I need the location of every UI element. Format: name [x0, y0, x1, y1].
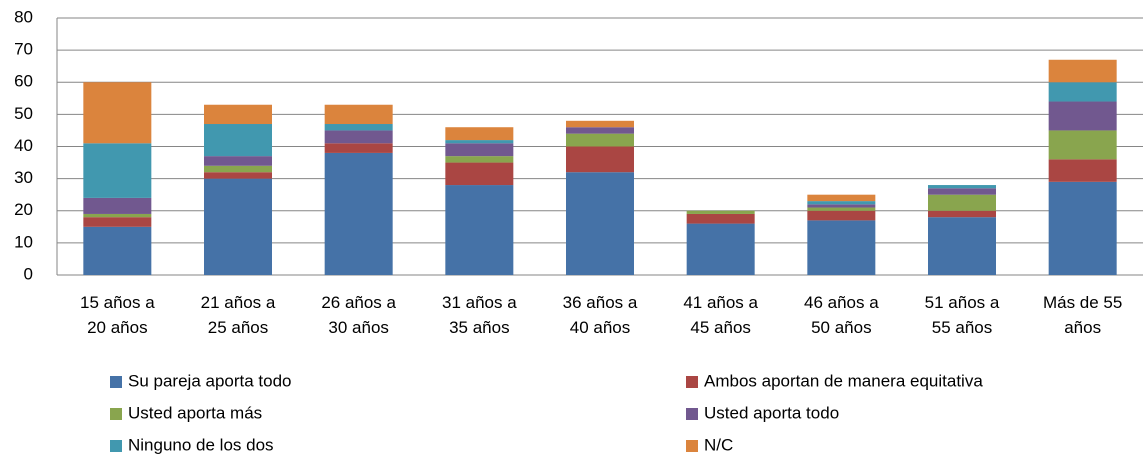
bar-segment	[928, 194, 996, 211]
legend-label: Usted aporta más	[128, 403, 262, 422]
legend-swatch	[110, 440, 122, 452]
y-tick-label: 50	[14, 104, 33, 123]
bar-segment	[445, 140, 514, 144]
bar-segment	[928, 188, 996, 195]
bar-segment	[324, 124, 393, 131]
bar-segment	[928, 210, 996, 218]
x-tick-label: Más de 55 años	[1042, 293, 1123, 337]
y-tick-label: 10	[14, 232, 33, 251]
bar-segment	[83, 143, 152, 198]
bar-segment	[83, 226, 152, 275]
bar-segment	[324, 143, 393, 153]
x-tick-label: 31 años a 35 años	[441, 293, 517, 337]
bar-segment	[686, 210, 755, 214]
y-tick-label: 80	[14, 7, 33, 26]
legend-swatch	[110, 408, 122, 420]
bar-segment	[807, 204, 876, 208]
legend-label: Su pareja aporta todo	[128, 371, 292, 390]
bar-segment	[686, 213, 755, 224]
bar-segment	[566, 172, 634, 275]
bar-segment	[1048, 130, 1117, 160]
y-tick-label: 30	[14, 168, 33, 187]
bar-segment	[566, 120, 634, 128]
bar-segment	[204, 172, 272, 179]
x-tick-label: 15 años a 20 años	[79, 293, 155, 337]
bar-segment	[445, 162, 514, 186]
y-tick-label: 60	[14, 72, 33, 91]
legend-swatch	[686, 440, 698, 452]
x-tick-label: 36 años a 40 años	[562, 293, 638, 337]
bar-segment	[445, 185, 514, 275]
y-tick-label: 70	[14, 40, 33, 59]
bar-segment	[324, 104, 393, 125]
bar-segment	[566, 146, 634, 173]
bar-segment	[204, 165, 272, 173]
legend-swatch	[686, 376, 698, 388]
legend-label: Ambos aportan de manera equitativa	[704, 371, 983, 390]
bar-segment	[928, 217, 996, 275]
bar-segment	[445, 127, 514, 141]
bar-segment	[1048, 159, 1117, 182]
bar-segment	[204, 124, 272, 157]
y-tick-label: 40	[14, 136, 33, 155]
bar-segment	[807, 207, 876, 211]
x-tick-label: 51 años a 55 años	[924, 293, 1000, 337]
bar-segment	[1048, 82, 1117, 102]
bar-segment	[928, 185, 996, 189]
bar-segment	[204, 104, 272, 125]
bar-segment	[83, 217, 152, 227]
x-tick-label: 26 años a 30 años	[321, 293, 396, 337]
bar-segment	[204, 156, 272, 166]
bar-segment	[807, 210, 876, 221]
bar-segment	[807, 194, 876, 202]
bar-segment	[324, 152, 393, 275]
bar-segment	[1048, 101, 1117, 131]
x-tick-label: 41 años a 45 años	[683, 293, 758, 337]
bar-segment	[83, 213, 152, 218]
bar-segment	[566, 127, 634, 134]
bar-segment	[1048, 59, 1117, 83]
bar-segment	[445, 143, 514, 157]
legend-swatch	[686, 408, 698, 420]
bar-segment	[324, 130, 393, 144]
bar-segment	[1048, 181, 1117, 275]
legend-label: Ninguno de los dos	[128, 435, 274, 454]
x-tick-label: 46 años a 50 años	[803, 293, 879, 337]
bar-segment	[807, 220, 876, 275]
legend-label: N/C	[704, 435, 733, 454]
y-tick-label: 20	[14, 200, 33, 219]
bar-segment	[566, 133, 634, 147]
x-tick-label: 21 años a 25 años	[200, 293, 276, 337]
legend-label: Usted aporta todo	[704, 403, 839, 422]
bar-segment	[686, 223, 755, 275]
bar-segment	[83, 82, 152, 144]
bar-segment	[83, 197, 152, 214]
bar-segment	[204, 178, 272, 275]
bar-segment	[445, 156, 514, 163]
bar-segment	[807, 201, 876, 205]
y-tick-label: 0	[24, 264, 33, 283]
legend-swatch	[110, 376, 122, 388]
